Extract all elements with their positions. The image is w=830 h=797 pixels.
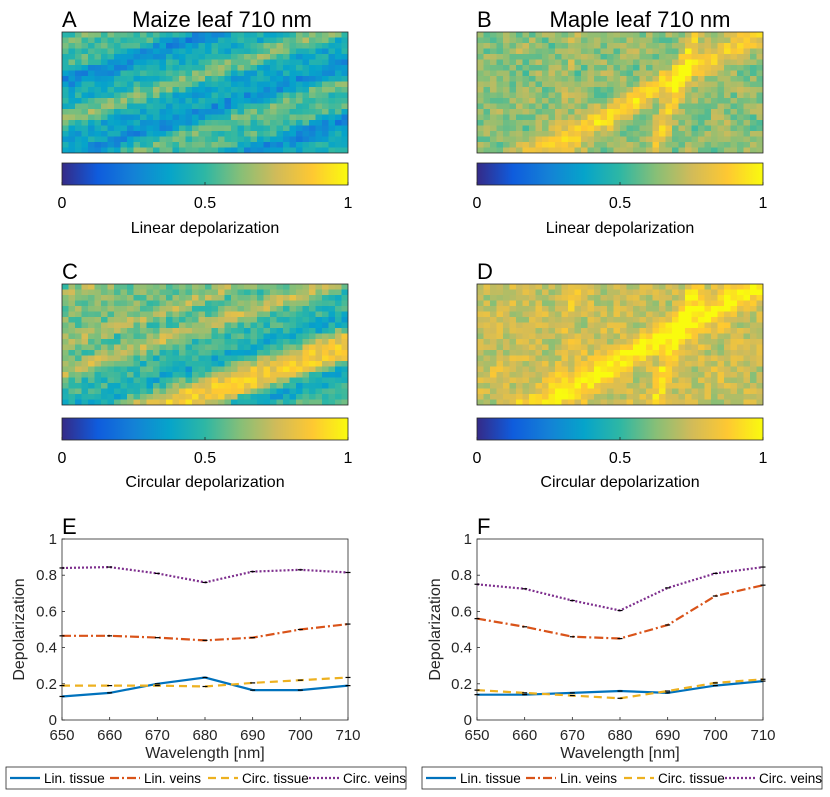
colorbar-label-d: Circular depolarization <box>540 474 699 491</box>
panel-d: D 0 0.5 1 Circular depolarization <box>473 259 768 491</box>
heatmap-d <box>476 283 764 406</box>
heatmap-a <box>61 31 349 154</box>
legend-label-circ_veins: Circ. veins <box>759 771 822 786</box>
colorbar-tick-c-2: 1 <box>344 450 353 467</box>
legend-box <box>5 766 407 790</box>
colorbar-tick-c-0: 0 <box>58 450 67 467</box>
colorbar-tick-b-2: 1 <box>759 195 768 212</box>
colorbar-label-b: Linear depolarization <box>546 220 695 237</box>
panel-title-b: Maple leaf 710 nm <box>550 7 731 32</box>
panel-title-a: Maize leaf 710 nm <box>132 7 312 32</box>
colorbar-c <box>61 417 349 441</box>
y-axis-label: Depolarization <box>11 578 28 680</box>
x-tick-label: 700 <box>288 727 313 744</box>
y-tick-label: 0.4 <box>451 640 472 657</box>
y-tick-label: 1 <box>49 531 57 548</box>
x-tick-label: 710 <box>335 727 360 744</box>
legend-label-lin_veins: Lin. veins <box>560 771 617 786</box>
colorbar-d <box>476 417 764 441</box>
y-tick-label: 1 <box>464 531 472 548</box>
heatmap-image <box>62 32 348 153</box>
x-tick-label: 660 <box>512 727 537 744</box>
chart-f: F 650 660 670 680 690 700 710 0 0.2 0.4 0.6 0.8 1 Wave… <box>421 514 823 790</box>
heatmap-image <box>477 32 763 153</box>
heatmap-frame <box>61 31 349 154</box>
legend-label-circ_veins: Circ. veins <box>343 771 406 786</box>
x-tick-label: 670 <box>560 727 585 744</box>
x-tick-label: 670 <box>145 727 170 744</box>
x-tick-label: 710 <box>750 727 775 744</box>
colorbar-label-c: Circular depolarization <box>125 474 284 491</box>
legend-label-lin_veins: Lin. veins <box>144 771 201 786</box>
panel-letter-a: A <box>62 7 77 32</box>
heatmap-b <box>476 31 764 154</box>
legend-label-lin_tissue: Lin. tissue <box>44 771 105 786</box>
plot-area <box>476 538 764 721</box>
y-tick-label: 0 <box>49 712 57 729</box>
y-tick-label: 0.6 <box>451 603 472 620</box>
x-tick-label: 680 <box>192 727 217 744</box>
panel-letter: F <box>477 514 490 539</box>
colorbar-label-a: Linear depolarization <box>131 220 280 237</box>
legend-box <box>421 766 823 790</box>
legend-label-circ_tissue: Circ. tissue <box>242 771 309 786</box>
y-tick-label: 0.2 <box>36 676 57 693</box>
x-tick-label: 700 <box>703 727 728 744</box>
y-tick-label: 0.4 <box>36 640 57 657</box>
panel-b: B Maple leaf 710 nm 0 0.5 1 Linear depol… <box>473 7 768 237</box>
colorbar-tick-b-1: 0.5 <box>609 195 631 212</box>
heatmap-image <box>62 284 348 405</box>
colorbar-b <box>476 162 764 186</box>
heatmap-frame <box>476 283 764 406</box>
colorbar-tick-a-1: 0.5 <box>194 195 216 212</box>
x-axis-label: Wavelength [nm] <box>145 745 264 762</box>
panel-letter: E <box>62 514 77 539</box>
x-tick-label: 680 <box>607 727 632 744</box>
y-axis-label: Depolarization <box>427 578 444 680</box>
colorbar-gradient <box>476 162 764 186</box>
legend: Lin. tissue Lin. veins Circ. tissue Circ. v… <box>421 766 823 790</box>
colorbar-tick-d-0: 0 <box>473 450 482 467</box>
heatmap-c <box>61 283 349 406</box>
colorbar-tick-d-1: 0.5 <box>609 450 631 467</box>
colorbar-gradient <box>476 417 764 441</box>
y-tick-label: 0.8 <box>451 567 472 584</box>
x-tick-label: 660 <box>97 727 122 744</box>
colorbar-tick-c-1: 0.5 <box>194 450 216 467</box>
colorbar-tick-a-0: 0 <box>58 195 67 212</box>
y-tick-label: 0.2 <box>451 676 472 693</box>
x-tick-label: 690 <box>655 727 680 744</box>
colorbar-a <box>61 162 349 186</box>
colorbar-tick-d-2: 1 <box>759 450 768 467</box>
legend-label-lin_tissue: Lin. tissue <box>460 771 521 786</box>
x-axis-label: Wavelength [nm] <box>560 745 679 762</box>
x-tick-label: 690 <box>240 727 265 744</box>
x-tick-label: 650 <box>464 727 489 744</box>
chart-e: E 650 660 670 680 690 700 710 0 0.2 0.4 0.6 0.8 1 Wave… <box>5 514 407 790</box>
panel-c: C 0 0.5 1 Circular depolarization <box>58 259 353 491</box>
heatmap-image <box>477 284 763 405</box>
x-tick-label: 650 <box>49 727 74 744</box>
heatmap-frame <box>476 31 764 154</box>
panel-letter-b: B <box>477 7 492 32</box>
legend: Lin. tissue Lin. veins Circ. tissue Circ. v… <box>5 766 407 790</box>
panel-letter-c: C <box>62 259 78 284</box>
y-tick-label: 0.8 <box>36 567 57 584</box>
panel-a: A Maize leaf 710 nm 0 0.5 1 Linear depol… <box>58 7 353 237</box>
heatmap-frame <box>61 283 349 406</box>
colorbar-gradient <box>61 162 349 186</box>
legend-label-circ_tissue: Circ. tissue <box>658 771 725 786</box>
colorbar-tick-a-2: 1 <box>344 195 353 212</box>
colorbar-tick-b-0: 0 <box>473 195 482 212</box>
y-tick-label: 0 <box>464 712 472 729</box>
colorbar-gradient <box>61 417 349 441</box>
panel-letter-d: D <box>477 259 493 284</box>
y-tick-label: 0.6 <box>36 603 57 620</box>
